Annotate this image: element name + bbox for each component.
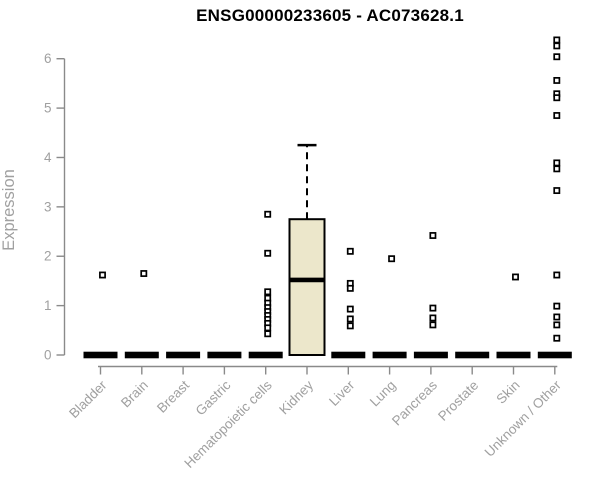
outlier-point [429, 232, 437, 239]
x-category-label: Skin [493, 378, 522, 407]
outlier-point [553, 271, 561, 279]
collapsed-box [455, 351, 490, 359]
y-tick-label: 6 [44, 51, 52, 66]
outlier-point [553, 159, 561, 167]
outlier-point [553, 302, 561, 310]
outlier-point [346, 247, 354, 255]
outlier-point [388, 255, 396, 263]
outlier-point [99, 271, 106, 279]
outlier-point [553, 187, 561, 195]
y-tick-label: 3 [44, 199, 52, 214]
chart-title: ENSG00000233605 - AC073628.1 [196, 6, 464, 25]
outlier-point [346, 322, 354, 330]
y-tick-label: 0 [44, 348, 52, 363]
y-tick-label: 1 [44, 298, 52, 313]
outlier-point [429, 321, 437, 329]
outlier-point [264, 330, 272, 338]
collapsed-box [207, 351, 242, 359]
collapsed-box [331, 351, 366, 359]
collapsed-box [372, 351, 407, 359]
x-category-label: Lung [367, 378, 399, 410]
collapsed-box [83, 351, 118, 359]
y-axis-title: Expression [0, 169, 18, 251]
collapsed-box [496, 351, 531, 359]
y-tick-label: 2 [44, 249, 52, 264]
x-category-label: Liver [326, 377, 358, 409]
outlier-point [264, 288, 272, 296]
outlier-point [264, 249, 272, 257]
x-category-label: Prostate [435, 378, 481, 424]
collapsed-box [248, 351, 283, 359]
collapsed-box [166, 351, 201, 359]
x-category-label: Breast [154, 377, 192, 415]
outlier-point [429, 314, 437, 322]
outlier-point [553, 313, 561, 321]
outlier-point [553, 36, 561, 44]
x-category-label: Unknown / Other [482, 377, 565, 460]
outlier-point [346, 305, 354, 313]
collapsed-box [537, 351, 572, 359]
outlier-point [264, 210, 272, 218]
box [288, 218, 326, 356]
outlier-point [553, 94, 561, 102]
outlier-point [553, 76, 561, 84]
collapsed-box [413, 351, 448, 359]
x-category-label: Brain [118, 378, 151, 411]
y-tick-label: 5 [44, 101, 52, 116]
outlier-point [553, 165, 561, 173]
outlier-point [553, 112, 561, 119]
outlier-point [346, 284, 354, 292]
outlier-point [553, 334, 561, 342]
outlier-point [140, 270, 148, 277]
outlier-point [429, 304, 437, 312]
outlier-point [553, 42, 561, 50]
outlier-point [264, 324, 272, 332]
y-tick-label: 4 [44, 150, 52, 165]
x-category-label: Gastric [193, 377, 234, 418]
outlier-point [553, 53, 561, 61]
x-category-label: Kidney [276, 377, 316, 417]
collapsed-box [124, 351, 159, 359]
x-category-label: Pancreas [389, 377, 440, 428]
median-line [289, 277, 325, 283]
outlier-point [512, 273, 519, 281]
outlier-point [553, 321, 561, 329]
x-category-label: Bladder [66, 377, 110, 421]
outlier-point [346, 315, 354, 323]
